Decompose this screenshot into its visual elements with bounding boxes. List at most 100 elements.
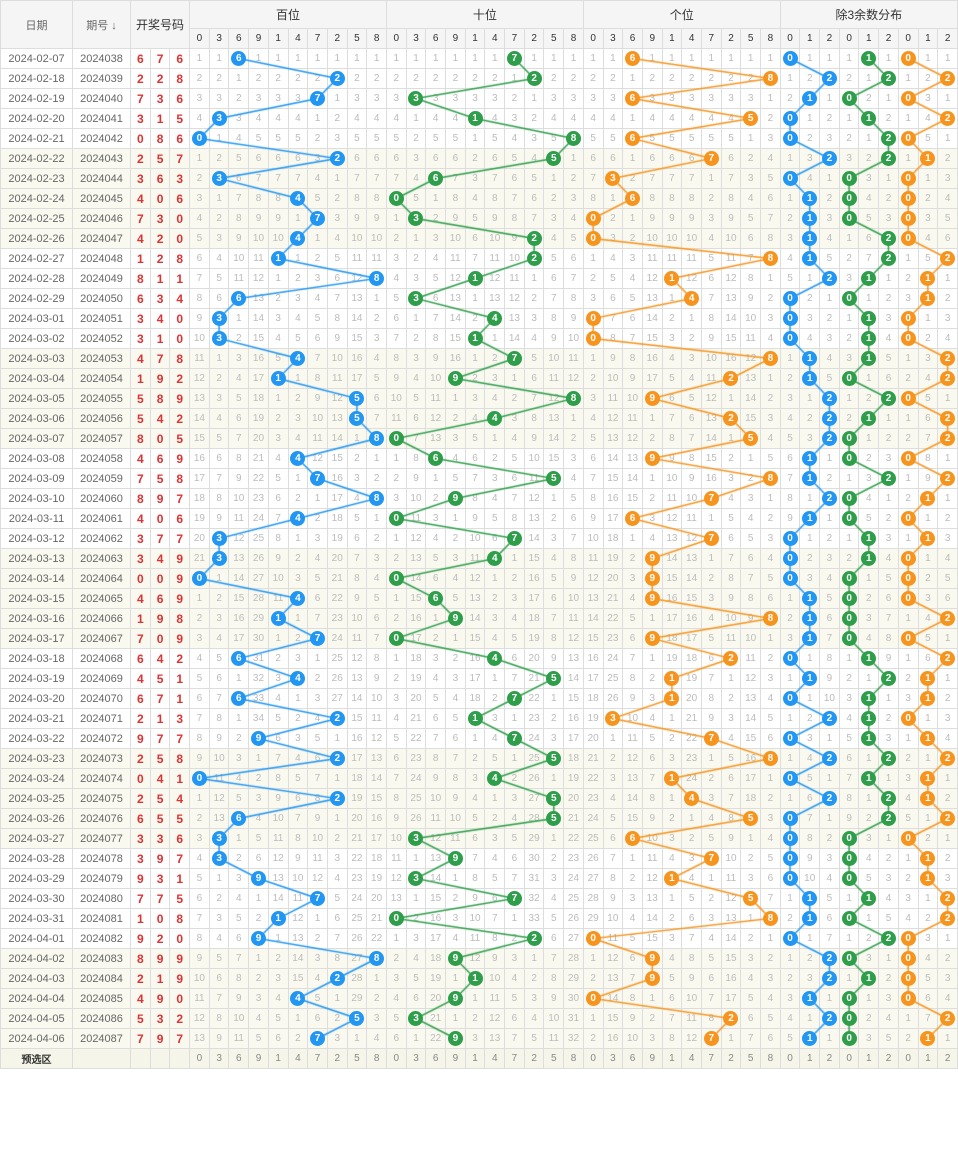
- ball-bai: 3: [212, 531, 227, 546]
- cell-date: 2024-03-11: [1, 509, 73, 529]
- preselect-cell[interactable]: 5: [347, 1049, 367, 1069]
- mod-ball: 2: [881, 751, 896, 766]
- ball-bai: 4: [290, 671, 305, 686]
- mod-ball: 1: [861, 351, 876, 366]
- ball-bai: 2: [330, 151, 345, 166]
- header-date[interactable]: 日期: [1, 1, 73, 49]
- ball-ge: 8: [763, 911, 778, 926]
- ball-bai: 1: [271, 611, 286, 626]
- preselect-mod[interactable]: 2: [938, 1049, 958, 1069]
- preselect-cell[interactable]: 5: [741, 1049, 761, 1069]
- winning-digit: 7: [131, 629, 151, 649]
- winning-digit: 3: [131, 309, 151, 329]
- ball-shi: 4: [487, 771, 502, 786]
- ball-bai: 2: [330, 971, 345, 986]
- mod-ball: 0: [783, 131, 798, 146]
- preselect-cell[interactable]: 9: [642, 1049, 662, 1069]
- mod-ball: 0: [842, 291, 857, 306]
- winning-digit: 5: [131, 1009, 151, 1029]
- winning-digit: 5: [150, 469, 170, 489]
- mod-ball: 1: [861, 51, 876, 66]
- preselect-mod[interactable]: 2: [879, 1049, 899, 1069]
- winning-digit: 8: [131, 269, 151, 289]
- preselect-cell[interactable]: 3: [209, 1049, 229, 1069]
- preselect-cell[interactable]: 1: [662, 1049, 682, 1069]
- ball-bai: 8: [369, 491, 384, 506]
- data-row: 2024-02-26202404742053910104141010213106…: [1, 229, 958, 249]
- preselect-cell[interactable]: 0: [583, 1049, 603, 1069]
- mod-ball: 0: [783, 811, 798, 826]
- preselect-cell[interactable]: 1: [465, 1049, 485, 1069]
- ball-bai: 7: [310, 211, 325, 226]
- data-row: 2024-03-26202407665521364107912016926111…: [1, 809, 958, 829]
- preselect-cell[interactable]: 1: [268, 1049, 288, 1069]
- cell-date: 2024-03-20: [1, 689, 73, 709]
- preselect-mod[interactable]: 0: [839, 1049, 859, 1069]
- winning-digit: 1: [170, 689, 190, 709]
- preselect-cell[interactable]: 6: [229, 1049, 249, 1069]
- preselect-cell[interactable]: 8: [564, 1049, 584, 1069]
- preselect-cell[interactable]: 5: [544, 1049, 564, 1069]
- mod-ball: 2: [881, 471, 896, 486]
- header-issue[interactable]: 期号 ↓: [73, 1, 131, 49]
- winning-digit: 8: [150, 389, 170, 409]
- preselect-cell[interactable]: 9: [249, 1049, 269, 1069]
- winning-digit: 3: [131, 829, 151, 849]
- mod-ball: 0: [783, 731, 798, 746]
- ball-shi: 6: [428, 171, 443, 186]
- winning-digit: 9: [150, 489, 170, 509]
- data-row: 2024-03-05202405558913351812912561051113…: [1, 389, 958, 409]
- preselect-cell[interactable]: 3: [406, 1049, 426, 1069]
- preselect-cell[interactable]: 7: [701, 1049, 721, 1069]
- ball-shi: 1: [468, 271, 483, 286]
- header-mod3: 除3余数分布: [780, 1, 957, 29]
- preselect-mod[interactable]: 1: [800, 1049, 820, 1069]
- preselect-cell[interactable]: 0: [190, 1049, 210, 1069]
- preselect-mod[interactable]: 1: [918, 1049, 938, 1069]
- winning-digit: 5: [150, 149, 170, 169]
- winning-digit: 0: [131, 129, 151, 149]
- mod-ball: 0: [901, 591, 916, 606]
- preselect-cell[interactable]: 7: [308, 1049, 328, 1069]
- preselect-cell[interactable]: 8: [367, 1049, 387, 1069]
- preselect-cell[interactable]: 2: [524, 1049, 544, 1069]
- mod-ball: 1: [861, 691, 876, 706]
- preselect-cell[interactable]: 4: [682, 1049, 702, 1069]
- preselect-cell[interactable]: 6: [623, 1049, 643, 1069]
- mod-ball: 0: [783, 291, 798, 306]
- mod-ball: 0: [783, 691, 798, 706]
- preselect-cell[interactable]: 4: [485, 1049, 505, 1069]
- preselect-cell[interactable]: 3: [603, 1049, 623, 1069]
- preselect-cell[interactable]: 6: [426, 1049, 446, 1069]
- preselect-mod[interactable]: 0: [898, 1049, 918, 1069]
- cell-issue: 2024056: [73, 409, 131, 429]
- preselect-cell[interactable]: 2: [327, 1049, 347, 1069]
- ball-bai: 7: [310, 91, 325, 106]
- mod-ball: 1: [861, 551, 876, 566]
- mod-ball: 0: [901, 631, 916, 646]
- ball-shi: 3: [408, 291, 423, 306]
- preselect-cell[interactable]: 4: [288, 1049, 308, 1069]
- preselect-cell[interactable]: 2: [721, 1049, 741, 1069]
- preselect-mod[interactable]: 2: [820, 1049, 840, 1069]
- mod-ball: 0: [842, 1011, 857, 1026]
- preselect-cell[interactable]: 7: [505, 1049, 525, 1069]
- ball-ge: 5: [743, 431, 758, 446]
- cell-date: 2024-03-22: [1, 729, 73, 749]
- data-row: 2024-02-19202404073633233371333333332133…: [1, 89, 958, 109]
- winning-digit: 8: [170, 749, 190, 769]
- cell-date: 2024-03-17: [1, 629, 73, 649]
- ball-bai: 6: [231, 651, 246, 666]
- preselect-mod[interactable]: 1: [859, 1049, 879, 1069]
- winning-digit: 5: [170, 889, 190, 909]
- mod-ball: 0: [842, 211, 857, 226]
- ball-shi: 8: [566, 391, 581, 406]
- winning-digit: 3: [131, 849, 151, 869]
- preselect-mod[interactable]: 0: [780, 1049, 800, 1069]
- preselect-cell[interactable]: 9: [446, 1049, 466, 1069]
- ball-bai: 6: [231, 691, 246, 706]
- preselect-cell[interactable]: 0: [386, 1049, 406, 1069]
- preselect-cell[interactable]: 8: [761, 1049, 781, 1069]
- winning-digit: 0: [170, 229, 190, 249]
- cell-issue: 2024066: [73, 609, 131, 629]
